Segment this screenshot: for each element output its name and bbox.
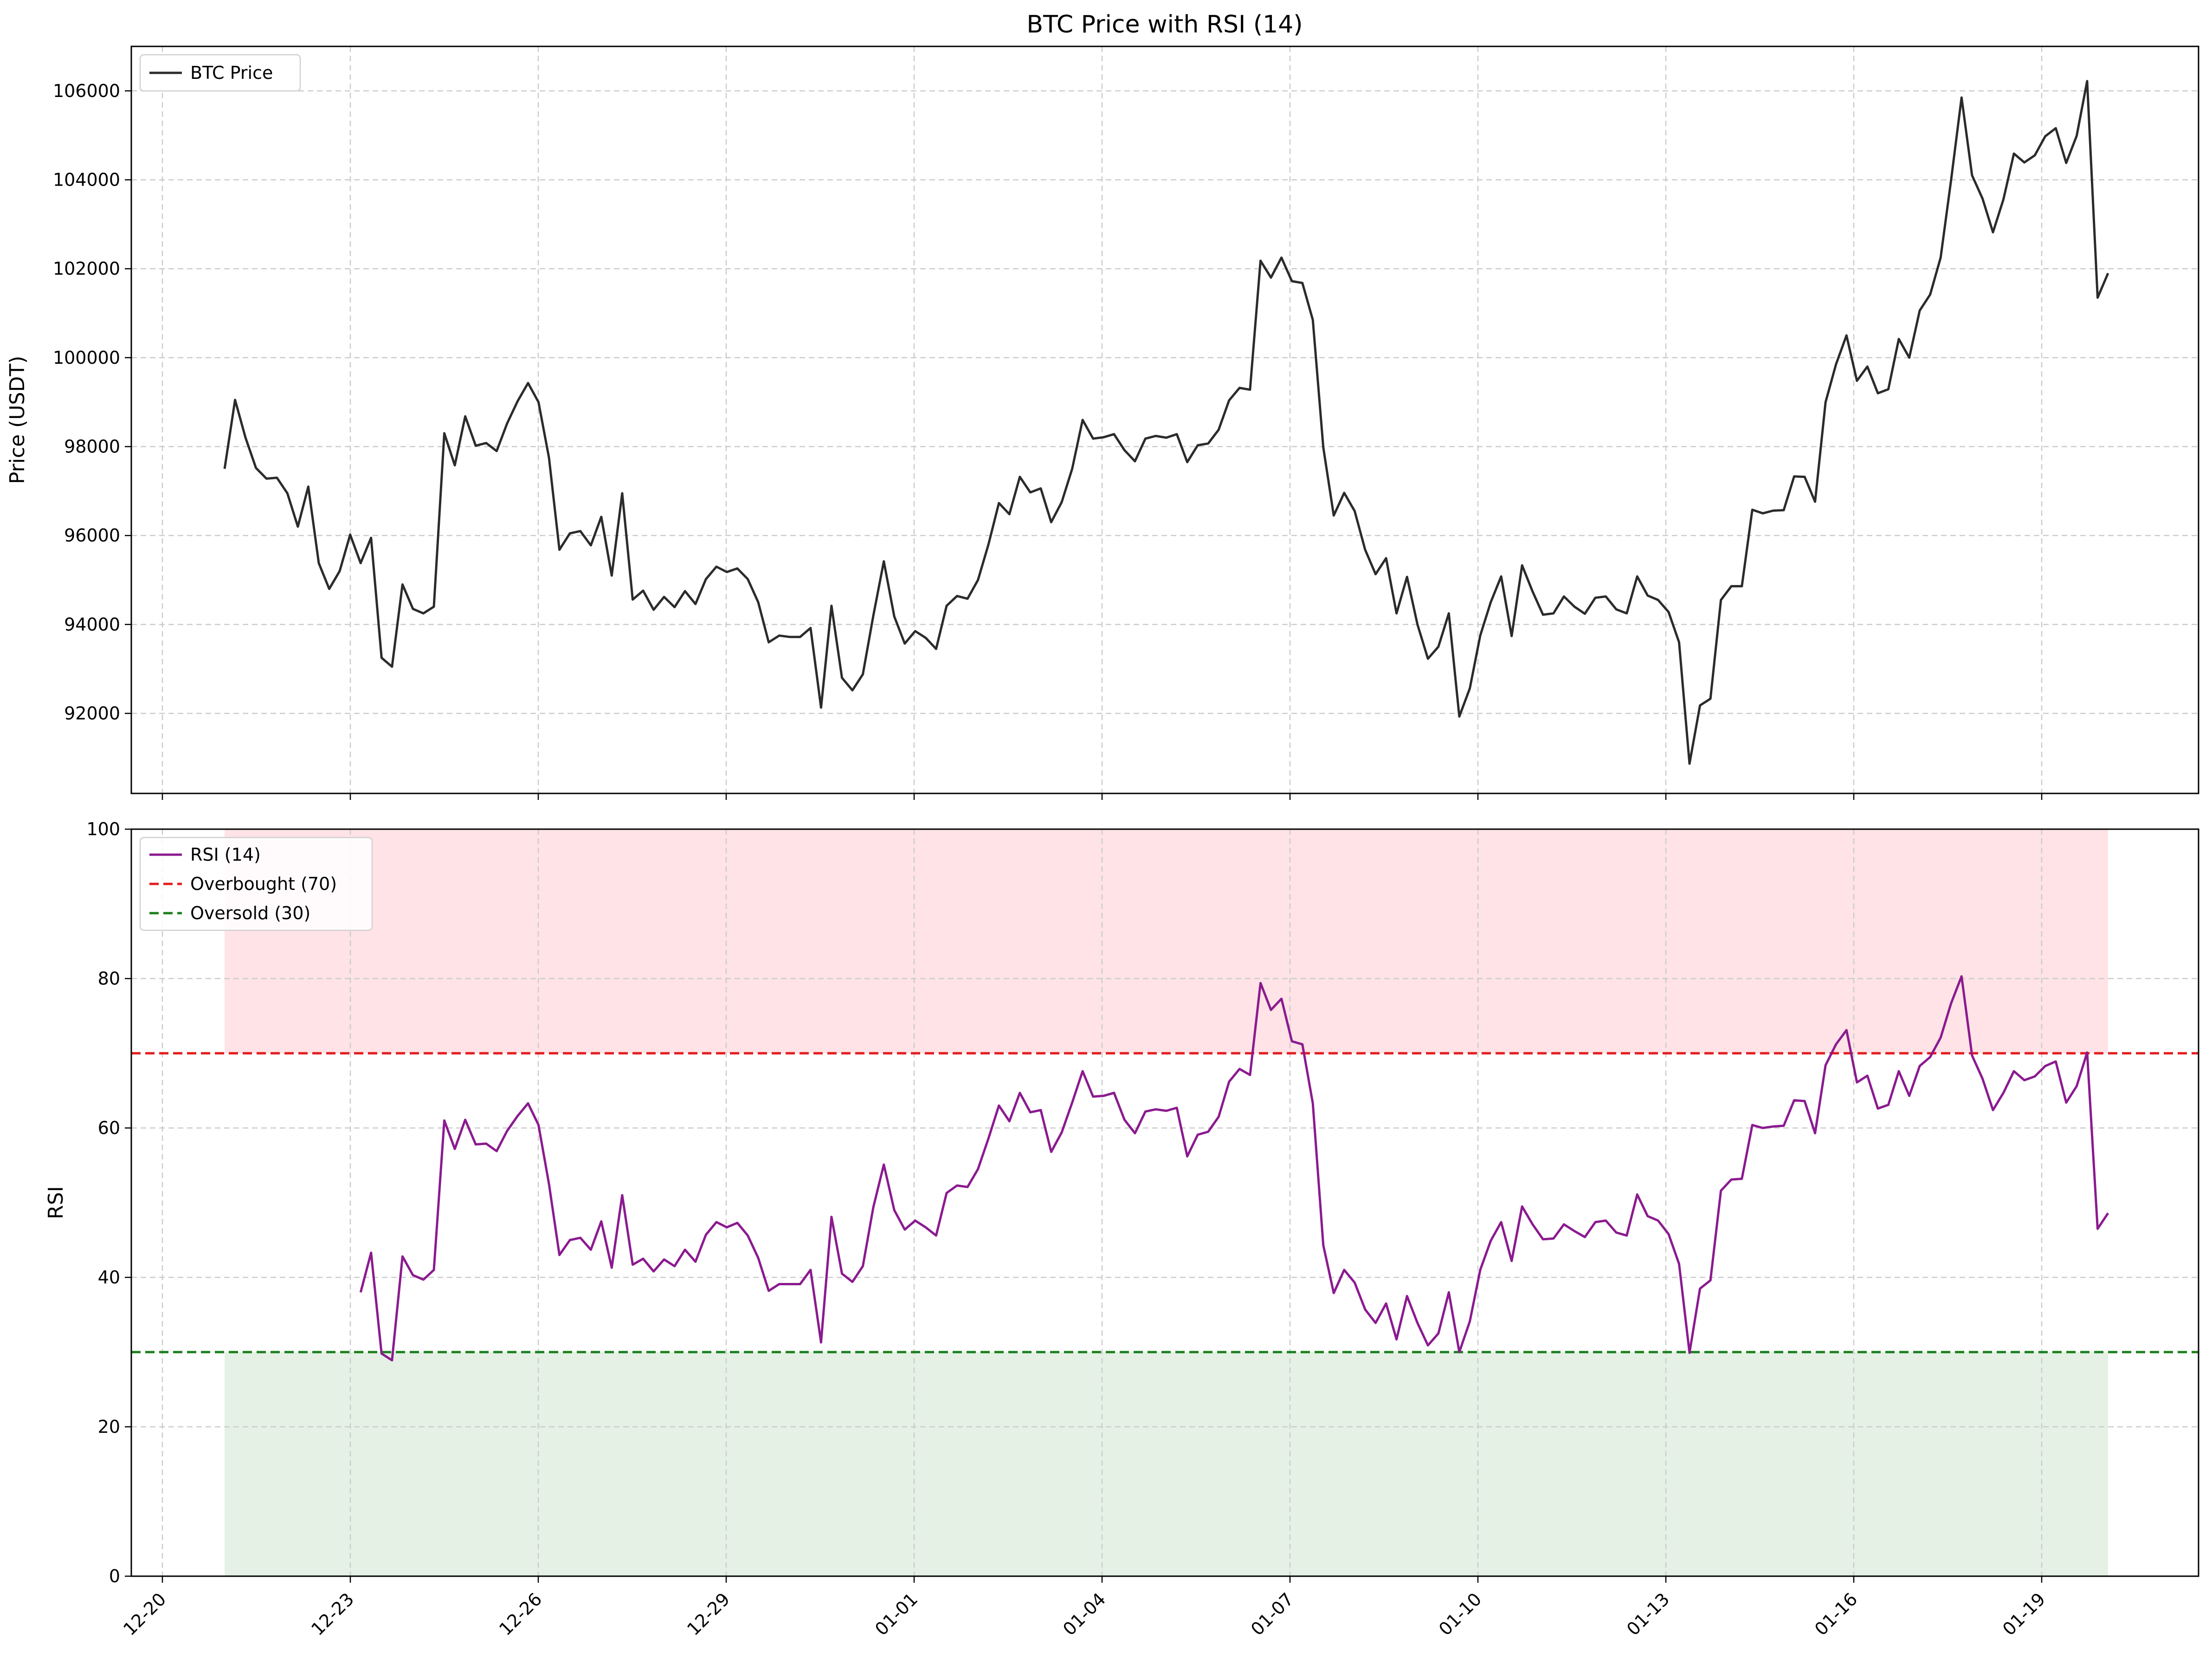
- price-panel: 92000 94000 96000 98000 100000 102000 104000 10…: [6, 45, 2199, 800]
- y-tick-label: 60: [98, 1118, 120, 1138]
- y-tick-label: 94000: [64, 614, 120, 635]
- y-axis-label: Price (USDT): [6, 356, 29, 484]
- y-tick-label: 20: [98, 1417, 120, 1437]
- y-tick-label: 80: [98, 968, 120, 989]
- y-tick-label: 104000: [53, 170, 120, 190]
- price-legend-label: BTC Price: [190, 63, 273, 83]
- oversold-legend-label: Oversold (30): [190, 903, 310, 923]
- y-tick-label: 0: [109, 1566, 120, 1586]
- y-tick-label: 100: [86, 819, 120, 839]
- overbought-legend-label: Overbought (70): [190, 874, 337, 894]
- rsi-line: [359, 975, 2109, 1362]
- y-tick-label: 40: [98, 1267, 120, 1288]
- chart-title: BTC Price with RSI (14): [1026, 11, 1303, 39]
- price-legend: BTC Price: [139, 54, 301, 92]
- y-tick-label: 92000: [64, 703, 120, 724]
- y-tick-label: 106000: [53, 81, 120, 101]
- rsi-legend-box: [139, 837, 373, 931]
- oversold-zone: [225, 1352, 2108, 1576]
- btc-price-line: [223, 80, 2109, 765]
- plot-frame: [130, 45, 2199, 794]
- plot-frame: [130, 828, 2199, 1577]
- y-tick-label: 102000: [53, 258, 120, 279]
- y-tick-label: 100000: [53, 348, 120, 368]
- y-axis-label: RSI: [44, 1186, 68, 1219]
- overbought-zone: [225, 829, 2108, 1053]
- y-tick-label: 98000: [64, 437, 120, 457]
- rsi-legend-label: RSI (14): [190, 844, 261, 865]
- y-tick-label: 96000: [64, 525, 120, 546]
- price-legend-box: [139, 54, 301, 92]
- rsi-legend: RSI (14) Overbought (70) Oversold (30): [139, 837, 373, 931]
